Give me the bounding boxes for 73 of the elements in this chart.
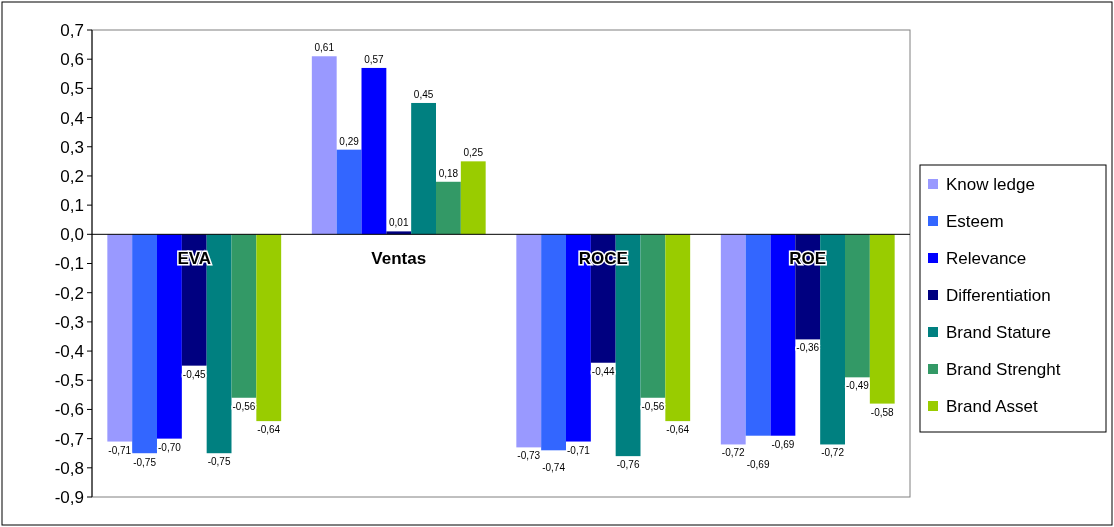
- data-label: 0,25: [463, 147, 484, 159]
- data-label: -0,36: [796, 342, 820, 354]
- data-label: -0,69: [746, 459, 770, 471]
- data-label: -0,76: [616, 459, 640, 471]
- bar: [311, 56, 337, 235]
- data-label: -0,74: [542, 462, 566, 474]
- y-tick-label: 0,7: [60, 20, 84, 40]
- y-tick-label: 0,3: [60, 137, 84, 157]
- y-tick-label: 0,1: [60, 196, 84, 216]
- y-tick-label: -0,4: [54, 342, 84, 362]
- bar: [436, 181, 461, 235]
- y-tick-label: -0,9: [54, 487, 84, 507]
- data-label: -0,44: [591, 365, 616, 377]
- bar: [845, 234, 870, 378]
- y-tick-label: 0,5: [60, 79, 84, 99]
- y-tick-label: -0,3: [54, 312, 84, 332]
- data-label: -0,49: [846, 380, 870, 392]
- data-label: -0,69: [771, 438, 795, 450]
- data-label: -0,75: [133, 456, 157, 468]
- legend-label: Relevance: [946, 248, 1027, 268]
- bar: [411, 102, 436, 235]
- y-tick-label: -0,2: [54, 283, 84, 303]
- bar: [640, 234, 666, 398]
- data-label: -0,75: [207, 456, 231, 468]
- data-label: -0,64: [666, 424, 690, 436]
- bar: [256, 234, 282, 422]
- data-label: -0,45: [182, 368, 207, 380]
- data-label: -0,72: [821, 447, 845, 459]
- y-tick-label: 0,6: [60, 50, 84, 70]
- y-tick-label: -0,1: [54, 254, 84, 274]
- data-label: 0,57: [364, 53, 385, 65]
- data-label: 0,29: [339, 135, 360, 147]
- bar: [869, 234, 895, 404]
- data-label: 0,01: [389, 217, 409, 229]
- legend-label: Know ledge: [946, 174, 1035, 194]
- bar: [745, 234, 771, 436]
- y-tick-label: -0,6: [54, 400, 84, 420]
- legend-label: Brand Asset: [946, 396, 1038, 416]
- data-label: -0,64: [257, 424, 281, 436]
- data-label: 0,18: [438, 167, 459, 179]
- data-label: -0,72: [721, 447, 746, 459]
- legend-label: Brand Strenght: [946, 359, 1061, 379]
- bar: [665, 234, 691, 422]
- legend-label: Esteem: [946, 211, 1004, 231]
- y-tick-label: 0,2: [60, 166, 84, 186]
- y-tick-label: -0,7: [54, 429, 84, 449]
- data-label: 0,45: [413, 88, 434, 100]
- bar: [361, 67, 387, 235]
- legend-label: Differentiation: [946, 285, 1051, 305]
- bar: [516, 234, 542, 448]
- data-label: -0,56: [232, 400, 256, 412]
- y-tick-label: 0,0: [60, 225, 84, 245]
- bar: [720, 234, 746, 445]
- y-tick-label: -0,8: [54, 458, 84, 478]
- bar: [336, 149, 362, 235]
- bar: [386, 231, 412, 235]
- x-tick-label: ROCE: [578, 249, 628, 269]
- data-label: 0,61: [314, 42, 335, 54]
- legend-label: Brand Stature: [946, 322, 1051, 342]
- bar: [231, 234, 257, 398]
- bar: [132, 234, 157, 454]
- y-tick-label: -0,5: [54, 371, 84, 391]
- bar: [541, 234, 566, 451]
- data-label: -0,56: [641, 400, 665, 412]
- x-tick-label: Ventas: [371, 249, 427, 269]
- bar: [107, 234, 133, 442]
- data-label: -0,70: [158, 441, 182, 453]
- data-label: -0,71: [108, 444, 132, 456]
- bar: [460, 161, 486, 235]
- data-label: -0,73: [517, 450, 541, 462]
- y-tick-label: 0,4: [60, 108, 84, 128]
- data-label: -0,71: [567, 444, 591, 456]
- data-label: -0,58: [870, 406, 895, 418]
